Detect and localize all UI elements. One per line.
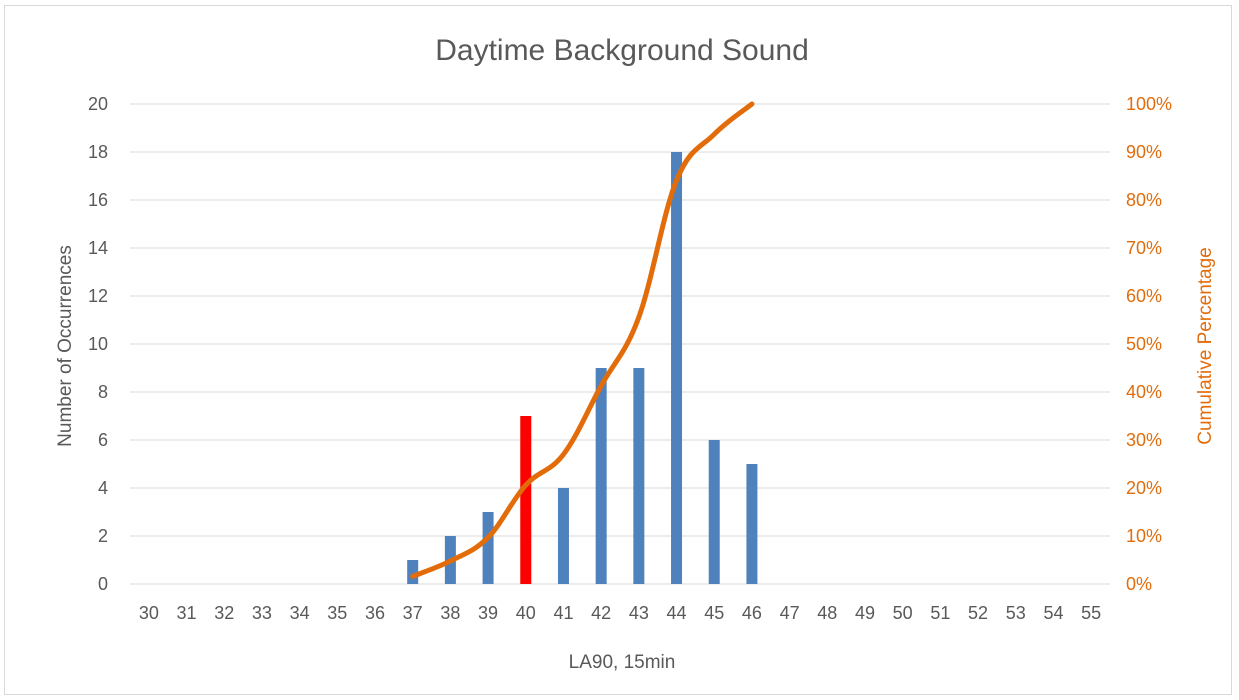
cumulative-line — [410, 101, 755, 579]
chart-title: Daytime Background Sound — [435, 34, 809, 67]
y-tick-label: 8 — [98, 382, 108, 402]
y2-tick-label: 20% — [1126, 478, 1162, 498]
x-tick-label: 37 — [403, 603, 423, 623]
bar — [595, 368, 607, 584]
y2-axis-title: Cumulative Percentage — [1195, 247, 1216, 445]
right-axis-ticks: 0% 10% 20% 30% 40% 50% 60% 70% 80% 90% 100% — [1126, 94, 1172, 594]
y2-tick-label: 90% — [1126, 142, 1162, 162]
y2-tick-label: 40% — [1126, 382, 1162, 402]
x-tick-label: 49 — [855, 603, 875, 623]
x-tick-label: 32 — [214, 603, 234, 623]
y2-tick-label: 70% — [1126, 238, 1162, 258]
x-tick-label: 55 — [1081, 603, 1101, 623]
y2-tick-label: 30% — [1126, 430, 1162, 450]
bar-series — [407, 152, 758, 584]
x-tick-label: 50 — [893, 603, 913, 623]
y2-tick-label: 100% — [1126, 94, 1172, 114]
x-tick-label: 30 — [139, 603, 159, 623]
y2-tick-label: 80% — [1126, 190, 1162, 210]
x-tick-label: 43 — [629, 603, 649, 623]
y-tick-label: 0 — [98, 574, 108, 594]
y-tick-label: 6 — [98, 430, 108, 450]
y-tick-label: 12 — [88, 286, 108, 306]
x-tick-label: 41 — [553, 603, 573, 623]
bar — [482, 512, 494, 584]
x-tick-label: 35 — [327, 603, 347, 623]
x-tick-label: 47 — [780, 603, 800, 623]
x-tick-label: 53 — [1006, 603, 1026, 623]
y2-tick-label: 10% — [1126, 526, 1162, 546]
y-axis-title: Number of Occurrences — [55, 245, 76, 447]
x-tick-label: 48 — [817, 603, 837, 623]
x-tick-label: 46 — [742, 603, 762, 623]
x-tick-label: 45 — [704, 603, 724, 623]
y2-tick-label: 50% — [1126, 334, 1162, 354]
y-tick-label: 16 — [88, 190, 108, 210]
bar — [708, 440, 720, 584]
x-tick-label: 31 — [177, 603, 197, 623]
chart-frame — [4, 5, 1232, 695]
bar — [633, 368, 645, 584]
x-axis-title: LA90, 15min — [569, 652, 676, 673]
x-tick-label: 38 — [440, 603, 460, 623]
cumulative-line-series — [410, 101, 755, 579]
y2-tick-label: 0% — [1126, 574, 1152, 594]
bar — [407, 560, 419, 584]
x-tick-label: 34 — [290, 603, 310, 623]
gridlines — [130, 103, 1110, 585]
x-axis-ticks: 30 31 32 33 34 35 36 37 38 39 40 41 42 43 44 45 46 47 48 49… — [139, 603, 1101, 623]
left-axis-ticks: 0 2 4 6 8 10 12 14 16 18 20 — [88, 94, 108, 594]
y-tick-label: 20 — [88, 94, 108, 114]
y-tick-label: 2 — [98, 526, 108, 546]
bar — [557, 488, 569, 584]
y2-tick-label: 60% — [1126, 286, 1162, 306]
y-tick-label: 10 — [88, 334, 108, 354]
y-tick-label: 14 — [88, 238, 108, 258]
x-tick-label: 54 — [1043, 603, 1063, 623]
x-tick-label: 36 — [365, 603, 385, 623]
x-tick-label: 44 — [667, 603, 687, 623]
x-tick-label: 39 — [478, 603, 498, 623]
x-tick-label: 42 — [591, 603, 611, 623]
x-tick-label: 51 — [930, 603, 950, 623]
y-tick-label: 18 — [88, 142, 108, 162]
bar — [671, 152, 683, 584]
x-tick-label: 52 — [968, 603, 988, 623]
y-tick-label: 4 — [98, 478, 108, 498]
x-tick-label: 40 — [516, 603, 536, 623]
x-tick-label: 33 — [252, 603, 272, 623]
bar — [746, 464, 758, 584]
bar-highlighted — [520, 416, 532, 584]
